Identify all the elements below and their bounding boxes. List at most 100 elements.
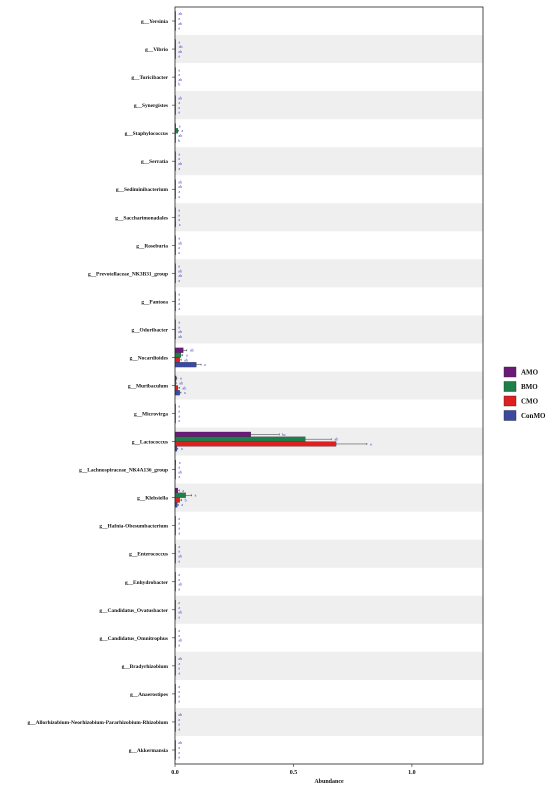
y-tick-label: g__Hafnia-Obesumbacterium — [99, 524, 168, 530]
significance-label: ab — [178, 49, 182, 54]
significance-label: ab — [178, 554, 182, 559]
y-tick-label: g__Lachnospiraceae_NK4A136_group — [79, 468, 168, 474]
stripe-row — [175, 483, 483, 512]
legend-swatch-bmo — [503, 381, 517, 392]
stripe-row — [175, 147, 483, 176]
significance-label: ab — [178, 95, 182, 100]
significance-label: a — [178, 666, 180, 671]
significance-label: a — [180, 376, 182, 381]
significance-label: a — [178, 250, 180, 255]
y-tick-label: g__Enhydrobacter — [125, 580, 169, 586]
y-tick-label: g__Odoribacter — [131, 327, 168, 333]
significance-label: bc — [282, 432, 286, 437]
significance-label: b — [178, 82, 180, 87]
y-tick-label: g__Candidatus_Omnitrophus — [99, 636, 168, 642]
y-tick-label: g__Synergistes — [134, 103, 168, 109]
significance-label: a — [178, 16, 180, 21]
significance-label: ab — [178, 638, 182, 643]
significance-label: a — [178, 689, 180, 694]
y-tick-label: g__Microvirga — [134, 412, 168, 418]
y-tick-label: g__Bradyrhizobium — [122, 664, 169, 670]
significance-label: a — [178, 409, 180, 414]
significance-label: a — [178, 245, 180, 250]
significance-label: ab — [178, 21, 182, 26]
y-tick-label: g__Klebsiella — [137, 496, 168, 502]
y-tick-label: g__Akkermansia — [129, 748, 169, 754]
legend-label-amo: AMO — [521, 369, 539, 377]
significance-label: ab — [184, 357, 188, 362]
y-tick-label: g__Lactococcus — [132, 440, 168, 446]
y-tick-label: g__Staphylococcus — [125, 131, 168, 137]
y-tick-label: g__Sediminibacterium — [116, 187, 169, 193]
bar-cmo — [174, 441, 337, 447]
significance-label: a — [178, 207, 180, 212]
significance-label: a — [178, 324, 180, 329]
significance-label: a — [178, 301, 180, 306]
significance-label: a — [178, 296, 180, 301]
significance-label: a — [178, 236, 180, 241]
legend-label-conmo: ConMO — [521, 412, 546, 420]
error-bars — [175, 129, 368, 506]
significance-label: a — [179, 460, 181, 465]
bar-amo — [174, 347, 184, 353]
significance-label: ab — [178, 184, 182, 189]
significance-label: a — [182, 488, 184, 493]
significance-label: a — [178, 404, 180, 409]
y-tick-label: g__Pantoea — [141, 299, 168, 305]
y-tick-label: g__Anaerostipes — [130, 692, 168, 698]
significance-label: a — [178, 306, 180, 311]
significance-label: a — [178, 577, 180, 582]
significance-label: a — [178, 54, 180, 59]
stripe-row — [175, 595, 483, 624]
significance-label: a — [178, 156, 180, 161]
x-axis-title: Abundance — [314, 779, 344, 785]
x-tick-label: 0.0 — [171, 770, 179, 776]
legend-swatch-cmo — [503, 395, 517, 407]
legend: AMO BMO CMO ConMO — [503, 366, 546, 421]
y-tick-label: g__Enterococcus — [129, 552, 168, 558]
significance-label: a — [184, 390, 186, 395]
y-tick-label: g__Allorhizobium-Neorhizobium-Pararhizob… — [28, 720, 169, 726]
significance-label: ab — [178, 179, 182, 184]
significance-label: a — [178, 110, 180, 115]
bar-bmo — [174, 128, 178, 134]
significance-label: ab — [178, 268, 182, 273]
significance-label: a — [182, 128, 184, 133]
significance-label: a — [178, 39, 180, 44]
y-tick-label: g__Candidatus_Ovatusbacter — [99, 608, 168, 614]
significance-label: a — [178, 521, 180, 526]
y-axis-labels: g__Yersinia g__Vibrio g__Turicibacter g__Sy… — [28, 19, 175, 754]
significance-label: a — [178, 694, 180, 699]
significance-label: a — [178, 642, 180, 647]
significance-label: a — [178, 750, 180, 755]
bar-bmo — [174, 352, 182, 358]
x-axis-ticks: 0.0 0.5 1.0 — [171, 764, 416, 776]
significance-label: a — [178, 100, 180, 105]
bar-amo — [174, 431, 251, 437]
bar-amo — [174, 487, 178, 493]
significance-label: b — [185, 497, 187, 502]
significance-label: a — [178, 530, 180, 535]
significance-label: a — [178, 544, 180, 549]
significance-label: ab — [178, 133, 182, 138]
bar-bmo — [174, 436, 306, 442]
significance-label: a — [178, 166, 180, 171]
significance-label: ab — [178, 469, 182, 474]
legend-swatch-amo — [503, 366, 517, 378]
significance-label: a — [178, 418, 180, 423]
significance-label: ab — [178, 77, 182, 82]
significance-label: ab — [178, 334, 182, 339]
y-tick-label: g__Yersinia — [141, 19, 168, 25]
significance-label: a — [178, 413, 180, 418]
x-tick-label: 1.0 — [408, 770, 416, 776]
significance-label: ab — [183, 385, 187, 390]
significance-label: a — [195, 493, 197, 498]
significance-label: a — [178, 217, 180, 222]
bar-conmo — [174, 390, 180, 396]
legend-swatch-conmo — [503, 410, 517, 421]
significance-labels: abaabaaababaaaabbabaaaaaabbaaabaababaaaa… — [178, 11, 372, 759]
stripe-row — [175, 35, 483, 64]
significance-label: ab — [179, 44, 183, 49]
significance-label: ab — [178, 329, 182, 334]
y-tick-label: g__Muribaculum — [128, 384, 169, 390]
